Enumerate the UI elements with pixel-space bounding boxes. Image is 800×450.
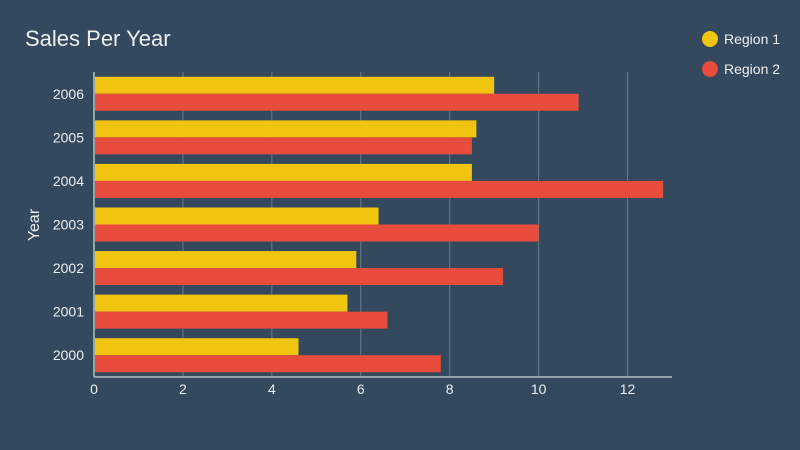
x-tick-label-0: 0 — [90, 381, 98, 397]
y-tick-label-2002: 2002 — [53, 260, 84, 276]
x-tick-label-2: 2 — [179, 381, 187, 397]
y-tick-label-2003: 2003 — [53, 217, 84, 233]
legend-item-region-2[interactable]: Region 2 — [702, 54, 780, 84]
legend-swatch-region-2 — [702, 61, 718, 77]
legend-swatch-region-1 — [702, 31, 718, 47]
bar-region-2-2003 — [94, 224, 539, 242]
legend: Region 1 Region 2 — [702, 24, 780, 84]
y-tick-label-2001: 2001 — [53, 304, 84, 320]
bar-region-2-2004 — [94, 180, 664, 198]
legend-label-region-2: Region 2 — [724, 61, 781, 77]
bar-region-2-2005 — [94, 137, 472, 155]
x-tick-label-10: 10 — [531, 381, 547, 397]
y-tick-label-2006: 2006 — [53, 86, 84, 102]
legend-label-region-1: Region 1 — [724, 31, 781, 47]
chart-title: Sales Per Year — [25, 26, 171, 51]
bar-region-1-2006 — [94, 76, 495, 94]
bar-region-1-2004 — [94, 163, 472, 181]
bar-region-2-2006 — [94, 93, 579, 111]
bar-region-1-2000 — [94, 338, 299, 356]
x-tick-label-12: 12 — [620, 381, 636, 397]
x-tick-label-8: 8 — [446, 381, 454, 397]
bar-region-1-2001 — [94, 294, 348, 312]
bar-region-1-2005 — [94, 120, 477, 138]
bar-region-1-2003 — [94, 207, 379, 225]
x-tick-label-6: 6 — [357, 381, 365, 397]
x-tick-label-4: 4 — [268, 381, 276, 397]
y-tick-label-2005: 2005 — [53, 129, 84, 145]
bar-region-2-2001 — [94, 311, 388, 329]
bar-region-2-2000 — [94, 355, 441, 373]
bar-region-2-2002 — [94, 268, 504, 286]
y-tick-label-2000: 2000 — [53, 347, 84, 363]
legend-item-region-1[interactable]: Region 1 — [702, 24, 780, 54]
y-tick-label-2004: 2004 — [53, 173, 84, 189]
bar-region-1-2002 — [94, 251, 357, 269]
